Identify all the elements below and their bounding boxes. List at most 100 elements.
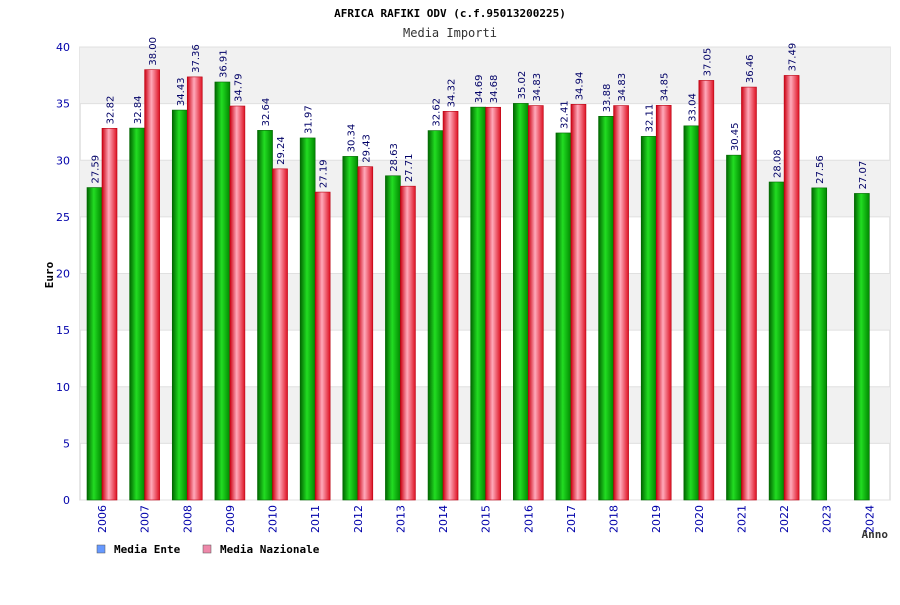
bar-media-nazionale-2020 — [698, 80, 715, 501]
bar-label: 27.71 — [404, 154, 415, 183]
bar-media-nazionale-2007 — [144, 69, 160, 501]
y-tick-label: 40 — [56, 41, 70, 54]
x-tick-label: 2006 — [96, 505, 109, 533]
bar-media-ente-2021 — [726, 154, 742, 501]
bar-label: 32.64 — [261, 98, 272, 127]
bar-media-nazionale-2009 — [229, 105, 246, 501]
bar-media-ente-2024 — [854, 193, 870, 501]
bar-label: 37.49 — [788, 43, 799, 72]
bar-label: 34.68 — [489, 75, 500, 104]
y-tick-label: 35 — [56, 98, 70, 111]
bar-media-nazionale-2014 — [442, 111, 459, 501]
chart-title: AFRICA RAFIKI ODV (c.f.95013200225) — [334, 7, 566, 20]
bar-media-nazionale-2012 — [357, 166, 374, 501]
bar-label: 36.91 — [218, 49, 229, 78]
chart-subtitle: Media Importi — [403, 26, 497, 40]
bar-media-ente-2007 — [129, 127, 145, 501]
bar-media-nazionale-2016 — [528, 105, 544, 501]
bar-label: 34.43 — [176, 77, 187, 106]
bar-label: 35.02 — [517, 71, 528, 100]
bar-label: 27.59 — [91, 155, 102, 184]
x-tick-label: 2020 — [693, 505, 706, 533]
bar-media-ente-2017 — [555, 132, 572, 501]
bar-label: 36.46 — [745, 54, 756, 83]
x-tick-label: 2007 — [139, 505, 152, 533]
bar-media-ente-2013 — [385, 175, 401, 501]
bar-media-ente-2023 — [811, 187, 828, 501]
x-tick-label: 2014 — [437, 505, 450, 533]
bar-media-nazionale-2018 — [613, 105, 629, 501]
bar-label: 31.97 — [304, 105, 315, 134]
legend: Media Ente Media Nazionale — [96, 543, 320, 556]
y-tick-label: 30 — [56, 154, 70, 167]
bar-media-ente-2010 — [257, 130, 273, 501]
y-axis-ticks: 0 5 10 15 20 25 30 35 40 — [56, 41, 70, 507]
bar-label: 29.24 — [276, 136, 287, 165]
x-tick-label: 2024 — [863, 505, 876, 533]
bar-media-ente-2020 — [683, 125, 700, 501]
bar-media-nazionale-2008 — [186, 76, 203, 501]
bar-label: 32.82 — [106, 96, 117, 125]
bar-media-ente-2014 — [427, 130, 444, 501]
bar-label: 30.34 — [346, 124, 357, 153]
x-axis-label: Anno — [862, 528, 889, 541]
bar-label: 28.63 — [389, 143, 400, 172]
bar-media-ente-2016 — [513, 103, 529, 501]
bar-media-nazionale-2017 — [570, 104, 587, 501]
bar-label: 34.83 — [617, 73, 628, 102]
bar-media-ente-2009 — [214, 81, 231, 501]
bar-labels: 27.59 32.82 32.84 38.00 34.43 37.36 36.91 34.79… — [91, 37, 869, 189]
bar-label: 33.04 — [687, 93, 698, 122]
x-tick-label: 2010 — [267, 505, 280, 533]
bar-media-nazionale-2019 — [655, 105, 672, 501]
x-tick-label: 2018 — [608, 505, 621, 533]
bar-label: 27.56 — [815, 155, 826, 184]
bar-label: 29.43 — [361, 134, 372, 163]
x-tick-label: 2022 — [778, 505, 791, 533]
x-axis-ticks: 2006 2007 2008 2009 2010 2011 2012 2013 2014 2015… — [96, 505, 876, 533]
bar-label: 37.36 — [191, 44, 202, 73]
bar-label: 34.94 — [574, 72, 585, 101]
y-tick-label: 25 — [56, 211, 70, 224]
bar-label: 32.62 — [432, 98, 443, 127]
bar-label: 32.11 — [645, 104, 656, 133]
bar-label: 27.19 — [319, 159, 330, 188]
y-tick-label: 5 — [63, 437, 70, 450]
bar-media-nazionale-2013 — [400, 185, 416, 501]
bar-label: 30.45 — [730, 123, 741, 152]
bar-media-nazionale-2022 — [783, 75, 800, 501]
bar-media-ente-2018 — [598, 116, 614, 501]
legend-label-media-nazionale: Media Nazionale — [220, 543, 320, 556]
x-tick-label: 2015 — [480, 505, 493, 533]
x-tick-label: 2012 — [352, 505, 365, 533]
x-tick-label: 2017 — [565, 505, 578, 533]
bar-label: 34.79 — [233, 73, 244, 102]
bar-media-ente-2022 — [768, 181, 785, 501]
bar-label: 34.85 — [660, 73, 671, 102]
x-tick-label: 2023 — [821, 505, 834, 533]
y-tick-label: 15 — [56, 324, 70, 337]
legend-swatch-media-ente — [96, 544, 106, 554]
bar-label: 34.69 — [474, 74, 485, 103]
bar-label: 38.00 — [148, 37, 159, 66]
bar-label: 27.07 — [858, 161, 869, 190]
bar-label: 32.41 — [559, 100, 570, 129]
bar-media-nazionale-2021 — [741, 86, 757, 501]
x-tick-label: 2021 — [735, 505, 748, 533]
bar-label: 37.05 — [702, 48, 713, 77]
bar-media-nazionale-2006 — [101, 128, 118, 501]
y-tick-label: 20 — [56, 268, 70, 281]
bar-label: 32.84 — [133, 95, 144, 124]
bar-label: 34.32 — [447, 79, 458, 108]
y-axis-label: Euro — [43, 261, 56, 288]
x-tick-label: 2016 — [522, 505, 535, 533]
bar-media-ente-2006 — [86, 187, 103, 501]
y-tick-label: 0 — [63, 494, 70, 507]
bar-media-ente-2011 — [299, 137, 316, 501]
bar-media-ente-2015 — [470, 106, 486, 501]
x-tick-label: 2019 — [650, 505, 663, 533]
bar-label: 28.08 — [773, 149, 784, 178]
legend-swatch-media-nazionale — [202, 544, 212, 554]
